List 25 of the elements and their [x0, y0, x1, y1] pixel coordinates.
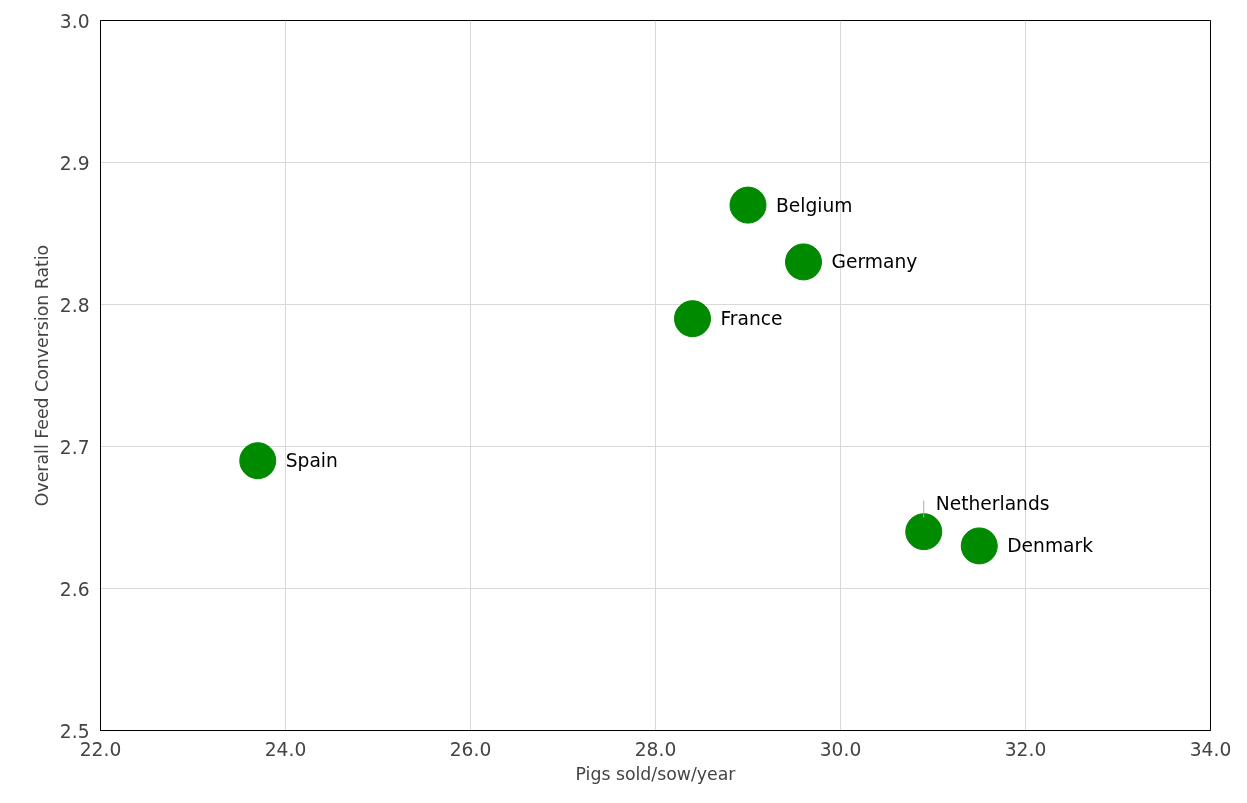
x-tick-label: 28.0 — [634, 738, 677, 760]
point — [905, 513, 943, 551]
y-tick-label: 3.0 — [59, 10, 90, 32]
y-tick-label: 2.8 — [59, 294, 90, 316]
point — [729, 186, 767, 224]
y-tick-label: 2.6 — [59, 578, 90, 600]
x-tick-label: 26.0 — [449, 738, 492, 760]
x-axis-title: Pigs sold/sow/year — [575, 763, 737, 784]
point — [674, 300, 711, 338]
annotation: Spain — [285, 450, 338, 472]
x-tick-label: 34.0 — [1189, 738, 1232, 760]
annotation: Belgium — [776, 194, 853, 216]
y-tick-label: 2.9 — [59, 152, 90, 174]
y-axis-title: Overall Feed Conversion Ratio — [31, 244, 52, 507]
y-tick-label: 2.7 — [59, 436, 90, 458]
point — [785, 243, 822, 281]
x-tick-label: 24.0 — [264, 738, 307, 760]
x-tick-label: 32.0 — [1004, 738, 1047, 760]
annotation: Netherlands — [935, 492, 1050, 514]
annotation: Germany — [831, 251, 918, 273]
x-tick-label: 30.0 — [819, 738, 862, 760]
point — [239, 442, 277, 480]
point — [960, 527, 998, 565]
annotation: Denmark — [1007, 535, 1094, 557]
annotation: France — [720, 308, 783, 330]
